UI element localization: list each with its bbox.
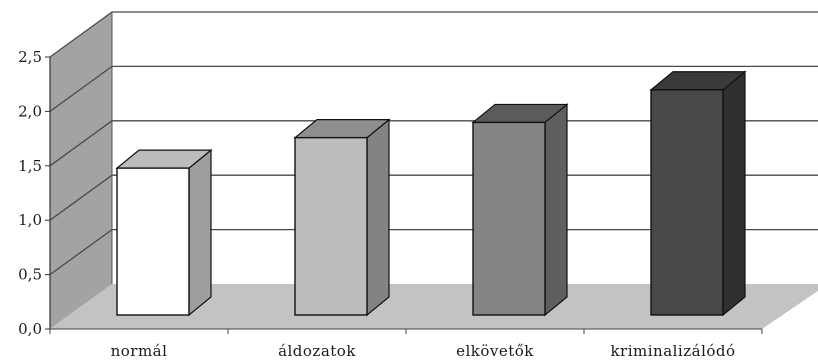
bar-side: [544, 103, 568, 317]
x-axis-labels: normál áldozatok elkövetők kriminalizálódó: [111, 342, 735, 360]
chart-walls: [50, 12, 818, 329]
x-category-label: normál: [111, 342, 168, 360]
bar-side: [722, 70, 746, 317]
bar-front: [650, 89, 724, 316]
bar-side: [366, 118, 390, 317]
bar-3: [471, 103, 569, 317]
y-tick-label: 2,0: [18, 102, 42, 120]
bar-2: [293, 118, 391, 317]
bars: [115, 70, 747, 317]
y-tick-label: 0,0: [18, 320, 42, 338]
bar-side: [188, 148, 212, 317]
y-tick-label: 1,5: [18, 157, 42, 175]
back-wall: [112, 12, 818, 284]
y-tick-label: 1,0: [18, 211, 42, 229]
bar-front: [116, 167, 190, 316]
side-wall: [50, 12, 112, 329]
x-category-label: kriminalizálódó: [610, 342, 735, 360]
y-tick-label: 0,5: [18, 266, 42, 284]
y-axis: 0,0 0,5 1,0 1,5 2,0 2,5: [18, 48, 763, 338]
bar-1: [115, 148, 213, 317]
bar-4: [649, 70, 747, 317]
floor: [50, 284, 818, 329]
x-category-label: elkövetők: [456, 342, 534, 360]
x-category-label: áldozatok: [278, 342, 356, 360]
bar-front: [294, 136, 368, 316]
gridlines: [49, 11, 818, 284]
y-tick-label: 2,5: [18, 48, 42, 66]
bar-front: [472, 121, 546, 316]
